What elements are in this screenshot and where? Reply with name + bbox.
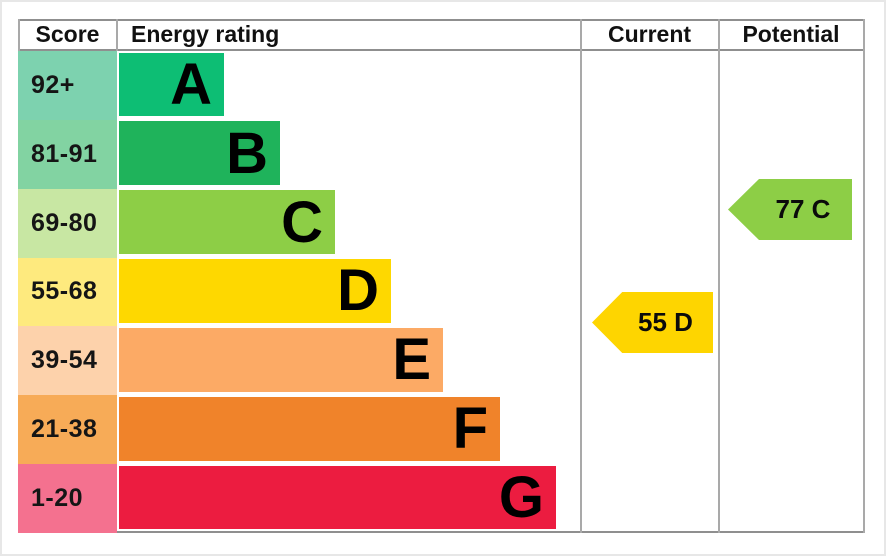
rating-letter: C <box>281 189 323 255</box>
rating-letter: A <box>170 51 212 117</box>
rating-letter: D <box>337 258 379 324</box>
score-range-label: 81-91 <box>31 139 98 168</box>
header-left-border <box>18 19 20 51</box>
score-range-cell-e: 39-54 <box>18 326 117 396</box>
rating-letter: E <box>392 327 431 393</box>
potential-rating-label: 77 C <box>775 194 831 224</box>
score-range-cell-g: 1-20 <box>18 464 117 533</box>
rating-bar-c: C <box>119 189 335 255</box>
current-rating-arrow: 55 D <box>592 292 713 353</box>
current-potential-divider <box>718 19 720 533</box>
score-column-divider <box>116 19 118 51</box>
column-header-energy-rating: Energy rating <box>131 21 280 47</box>
rating-letter: G <box>498 465 544 531</box>
current-rating-label: 55 D <box>638 307 693 337</box>
score-range-cell-f: 21-38 <box>18 395 117 465</box>
column-header-current: Current <box>607 21 692 47</box>
column-header-score: Score <box>35 21 100 47</box>
rating-letter: F <box>452 396 488 462</box>
rating-bar-g: G <box>119 465 556 531</box>
rating-bar-a: A <box>119 51 224 117</box>
rating-bar-d: D <box>119 258 391 324</box>
score-range-label: 39-54 <box>31 346 98 375</box>
score-range-cell-b: 81-91 <box>18 119 117 189</box>
rating-bar-b: B <box>119 120 280 186</box>
potential-rating-arrow: 77 C <box>728 179 852 240</box>
table-top-border <box>18 19 865 21</box>
table-right-border <box>863 19 865 533</box>
score-range-label: 1-20 <box>31 484 84 513</box>
score-range-cell-c: 69-80 <box>18 188 117 258</box>
score-range-label: 21-38 <box>31 415 98 444</box>
score-range-label: 69-80 <box>31 208 98 237</box>
score-range-cell-a: 92+ <box>18 51 117 120</box>
score-range-cell-d: 55-68 <box>18 257 117 327</box>
score-range-label: 92+ <box>31 70 75 99</box>
rating-bar-e: E <box>119 327 443 393</box>
current-column-left-border <box>580 19 582 533</box>
column-header-potential: Potential <box>742 21 840 47</box>
rating-bar-f: F <box>119 396 500 462</box>
score-range-label: 55-68 <box>31 277 98 306</box>
header-bottom-border <box>18 49 865 51</box>
rating-letter: B <box>226 120 268 186</box>
table-bottom-border <box>18 531 865 533</box>
